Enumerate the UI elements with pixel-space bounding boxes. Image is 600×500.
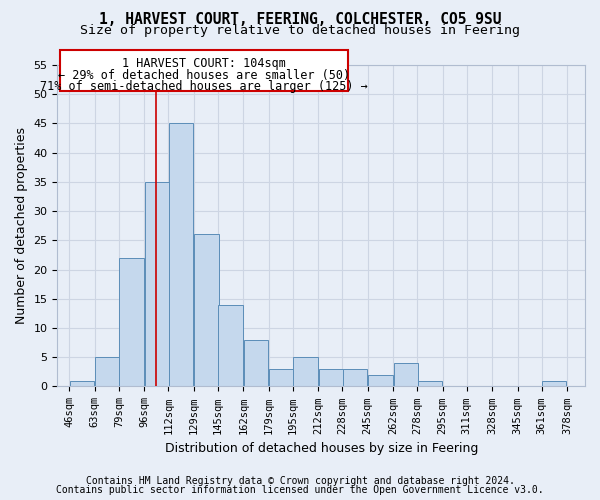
- Text: 1 HARVEST COURT: 104sqm: 1 HARVEST COURT: 104sqm: [122, 58, 286, 70]
- Bar: [169, 124, 193, 386]
- Bar: [59, 50, 348, 92]
- Text: Contains HM Land Registry data © Crown copyright and database right 2024.: Contains HM Land Registry data © Crown c…: [86, 476, 514, 486]
- Bar: [95, 357, 120, 386]
- Bar: [269, 369, 293, 386]
- Bar: [194, 234, 218, 386]
- Bar: [119, 258, 144, 386]
- Bar: [145, 182, 169, 386]
- Bar: [343, 369, 367, 386]
- Bar: [418, 380, 442, 386]
- Bar: [70, 380, 94, 386]
- Bar: [368, 375, 392, 386]
- Bar: [319, 369, 343, 386]
- Bar: [542, 380, 566, 386]
- Text: 71% of semi-detached houses are larger (125) →: 71% of semi-detached houses are larger (…: [40, 80, 368, 92]
- Bar: [293, 357, 317, 386]
- Y-axis label: Number of detached properties: Number of detached properties: [15, 127, 28, 324]
- Bar: [218, 304, 242, 386]
- Text: 1, HARVEST COURT, FEERING, COLCHESTER, CO5 9SU: 1, HARVEST COURT, FEERING, COLCHESTER, C…: [99, 12, 501, 28]
- Bar: [394, 363, 418, 386]
- Text: ← 29% of detached houses are smaller (50): ← 29% of detached houses are smaller (50…: [58, 68, 350, 82]
- X-axis label: Distribution of detached houses by size in Feering: Distribution of detached houses by size …: [164, 442, 478, 455]
- Text: Contains public sector information licensed under the Open Government Licence v3: Contains public sector information licen…: [56, 485, 544, 495]
- Bar: [244, 340, 268, 386]
- Text: Size of property relative to detached houses in Feering: Size of property relative to detached ho…: [80, 24, 520, 37]
